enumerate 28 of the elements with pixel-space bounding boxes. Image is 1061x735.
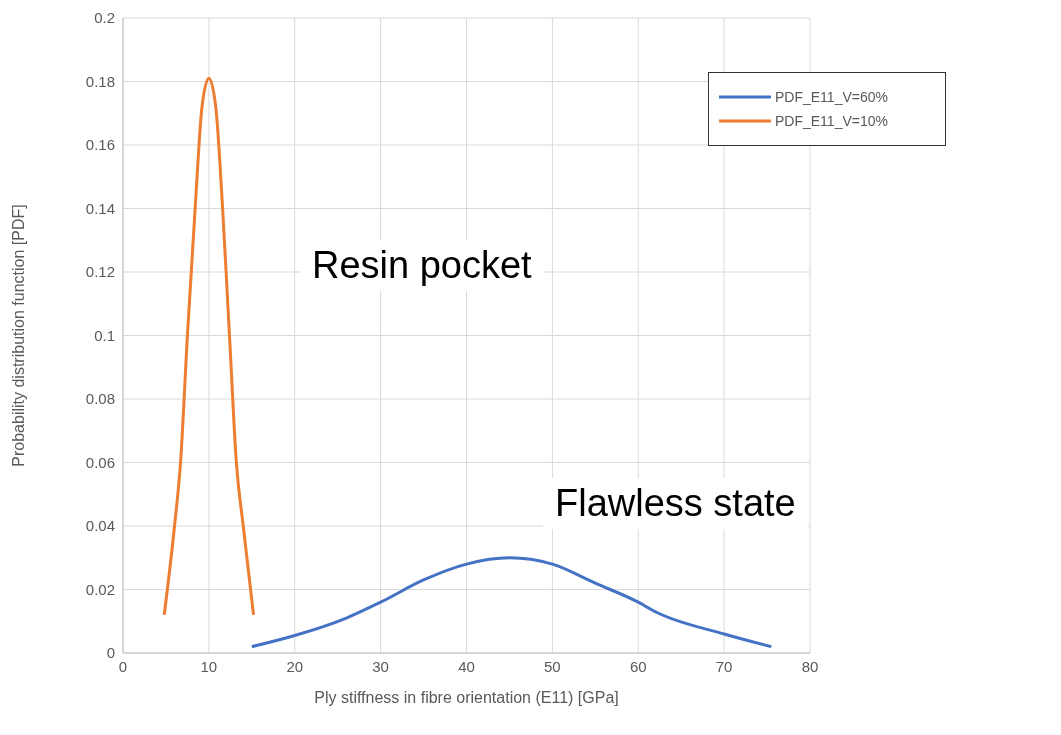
line-series — [250, 556, 773, 649]
y-tick-label: 0.18 — [85, 72, 115, 90]
legend-label: PDF_E11_V=10% — [775, 113, 888, 129]
legend-label: PDF_E11_V=60% — [775, 89, 888, 105]
x-axis-title: Ply stiffness in fibre orientation (E11) [GPa] — [314, 689, 619, 706]
y-tick-label: 0.2 — [94, 9, 115, 27]
x-tick-label: 20 — [286, 657, 304, 675]
x-tick-label: 10 — [200, 657, 218, 675]
y-tick-label: 0 — [106, 644, 115, 662]
x-tick-label: 60 — [629, 657, 647, 675]
x-tick-label: 0 — [118, 657, 128, 675]
annotation: Resin pocket — [300, 240, 544, 291]
y-tick-label: 0.16 — [85, 136, 115, 154]
x-tick-label: 70 — [715, 657, 733, 675]
y-tick-label: 0.12 — [85, 263, 115, 281]
x-tick-label: 40 — [458, 657, 475, 675]
x-tick-label: 30 — [372, 657, 389, 675]
y-tick-label: 0.04 — [85, 517, 115, 535]
y-tick-label: 0.06 — [85, 453, 115, 471]
line-series — [162, 76, 256, 617]
y-tick-label: 0.08 — [85, 390, 115, 408]
x-tick-label: 50 — [544, 657, 561, 675]
y-axis-title: Probability distribution function [PDF] — [9, 204, 27, 467]
y-tick-label: 0.14 — [85, 199, 115, 217]
y-tick-label: 0.1 — [94, 326, 115, 344]
x-tick-label: 80 — [801, 657, 819, 675]
y-tick-label: 0.02 — [85, 580, 115, 598]
annotation: Flawless state — [543, 478, 808, 529]
